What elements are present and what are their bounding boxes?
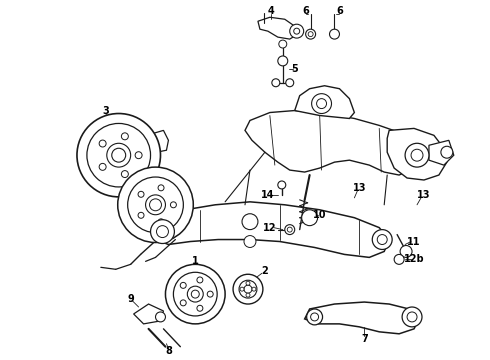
Circle shape — [240, 287, 244, 291]
Text: 3: 3 — [102, 105, 109, 116]
Circle shape — [246, 281, 250, 285]
Circle shape — [138, 212, 144, 218]
Circle shape — [402, 307, 422, 327]
Circle shape — [285, 225, 294, 235]
Polygon shape — [258, 17, 298, 39]
Circle shape — [246, 293, 250, 297]
Circle shape — [146, 195, 166, 215]
Text: 10: 10 — [313, 210, 326, 220]
Circle shape — [272, 79, 280, 87]
Circle shape — [302, 210, 318, 226]
Circle shape — [279, 40, 287, 48]
Text: 6: 6 — [336, 6, 343, 16]
Circle shape — [118, 167, 193, 243]
Circle shape — [441, 146, 453, 158]
Circle shape — [307, 309, 322, 325]
Circle shape — [122, 133, 128, 140]
Text: 8: 8 — [165, 346, 172, 356]
Circle shape — [233, 274, 263, 304]
Text: 5: 5 — [292, 64, 298, 74]
Polygon shape — [387, 129, 447, 180]
Circle shape — [405, 143, 429, 167]
Circle shape — [99, 163, 106, 170]
Text: 13: 13 — [417, 190, 431, 200]
Circle shape — [244, 235, 256, 247]
Circle shape — [180, 282, 186, 288]
Circle shape — [400, 246, 412, 257]
Polygon shape — [245, 111, 419, 175]
Circle shape — [197, 277, 203, 283]
Circle shape — [329, 29, 340, 39]
Circle shape — [372, 230, 392, 249]
Circle shape — [312, 94, 332, 113]
Text: 12b: 12b — [404, 255, 424, 264]
Circle shape — [158, 219, 164, 225]
Polygon shape — [429, 140, 454, 165]
Circle shape — [286, 79, 294, 87]
Text: 4: 4 — [268, 6, 274, 16]
Text: 6: 6 — [302, 6, 309, 16]
Text: 2: 2 — [262, 266, 268, 276]
Circle shape — [278, 56, 288, 66]
Polygon shape — [152, 202, 389, 257]
Circle shape — [207, 291, 213, 297]
Circle shape — [197, 305, 203, 311]
Text: 1: 1 — [192, 256, 198, 266]
Circle shape — [306, 29, 316, 39]
Polygon shape — [134, 304, 164, 324]
Circle shape — [290, 24, 304, 38]
Circle shape — [158, 185, 164, 191]
Circle shape — [135, 152, 142, 159]
Circle shape — [155, 312, 166, 322]
Circle shape — [171, 202, 176, 208]
Circle shape — [294, 28, 300, 34]
Text: 7: 7 — [361, 334, 368, 344]
Circle shape — [77, 113, 161, 197]
Polygon shape — [294, 86, 354, 118]
Circle shape — [138, 191, 144, 197]
Circle shape — [166, 264, 225, 324]
Circle shape — [242, 214, 258, 230]
Circle shape — [278, 181, 286, 189]
Text: 9: 9 — [127, 294, 134, 304]
Polygon shape — [147, 130, 169, 152]
Circle shape — [180, 300, 186, 306]
Circle shape — [99, 140, 106, 147]
Text: 13: 13 — [353, 183, 366, 193]
Circle shape — [150, 220, 174, 243]
Text: 14: 14 — [261, 190, 274, 200]
Circle shape — [122, 171, 128, 177]
Circle shape — [187, 286, 203, 302]
Circle shape — [244, 285, 252, 293]
Circle shape — [107, 143, 131, 167]
Text: 11: 11 — [407, 237, 421, 247]
Circle shape — [394, 255, 404, 264]
Polygon shape — [305, 302, 419, 334]
Text: 12: 12 — [263, 222, 277, 233]
Circle shape — [252, 287, 256, 291]
